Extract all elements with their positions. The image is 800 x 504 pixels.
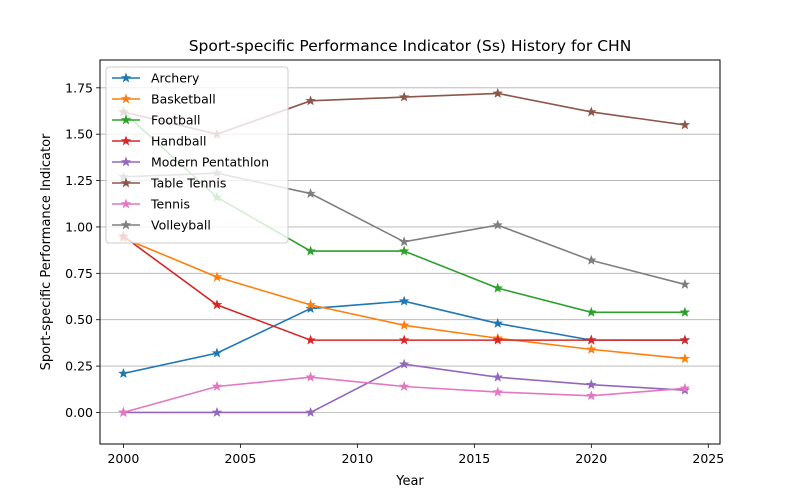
series-handball (118, 230, 691, 345)
x-tick-label: 2000 (107, 451, 139, 466)
data-point (211, 407, 223, 417)
data-point (398, 334, 410, 345)
legend-item: Basketball (112, 92, 216, 107)
legend-marker (120, 177, 132, 188)
data-point (586, 390, 597, 401)
y-tick-label: 1.25 (65, 173, 93, 188)
y-axis-label: Sport-specific Performance Indicator (39, 133, 54, 370)
data-point (398, 381, 410, 391)
data-point (679, 306, 691, 317)
data-point (211, 381, 223, 391)
data-point (679, 279, 691, 289)
data-point (305, 299, 316, 310)
data-point (398, 358, 410, 369)
data-point (305, 334, 316, 345)
legend-label: Volleyball (151, 218, 211, 233)
data-point (305, 303, 316, 313)
data-point (305, 371, 316, 382)
x-tick-label: 2020 (575, 451, 607, 466)
data-point (586, 334, 597, 345)
x-tick-label: 2005 (224, 451, 256, 466)
data-point (586, 379, 597, 390)
legend-marker (120, 114, 132, 125)
data-point (492, 317, 503, 328)
data-point (586, 343, 597, 354)
y-tick-label: 1.00 (65, 219, 93, 234)
legend-label: Modern Pentathlon (151, 155, 269, 170)
plot-frame (99, 59, 721, 445)
data-point (305, 95, 316, 106)
data-point (492, 282, 503, 293)
legend-item: Table Tennis (112, 176, 226, 191)
legend-item: Football (112, 113, 200, 128)
legend: Archery Basketball Football Handball Modern … (105, 66, 289, 244)
data-point (398, 236, 410, 247)
data-point (398, 319, 410, 330)
legend-frame (105, 66, 289, 244)
legend-marker (120, 135, 132, 146)
x-tick-label: 2015 (458, 451, 490, 466)
data-point (398, 91, 410, 102)
data-point (492, 334, 503, 345)
legend-label: Tennis (150, 197, 190, 212)
legend-label: Handball (151, 134, 206, 149)
data-point (398, 245, 410, 256)
x-tick-label: 2010 (341, 451, 373, 466)
legend-item: Tennis (112, 197, 190, 212)
legend-item: Archery (112, 71, 200, 86)
series-tennis (118, 371, 691, 417)
y-tick-label: 0.25 (65, 359, 93, 374)
data-point (211, 347, 223, 358)
y-tick-label: 1.75 (65, 80, 93, 95)
data-point (118, 407, 129, 417)
data-point (586, 254, 597, 265)
x-axis-label: Year (395, 474, 424, 489)
legend-label: Table Tennis (150, 176, 226, 191)
legend-marker (120, 93, 132, 104)
y-tick-label: 0.00 (65, 405, 93, 420)
chart-title: Sport-specific Performance Indicator (Ss… (189, 37, 632, 55)
data-point (492, 219, 503, 230)
legend-item: Modern Pentathlon (112, 155, 269, 170)
data-point (679, 334, 691, 345)
y-tick-label: 0.50 (65, 312, 93, 327)
ticks-layer: 0.00 0.25 0.50 0.75 1.00 1.25 1.50 1.75 2000 2005… (65, 80, 724, 466)
data-point (305, 407, 316, 417)
data-point (118, 368, 129, 378)
legend-marker (120, 72, 132, 83)
legend-label: Basketball (151, 92, 216, 107)
data-point (305, 188, 316, 198)
data-point (679, 353, 691, 364)
data-point (492, 87, 503, 98)
y-tick-label: 0.75 (65, 266, 93, 281)
data-point (492, 386, 503, 397)
data-point (586, 306, 597, 317)
legend-label: Archery (151, 71, 200, 86)
legend-marker (120, 219, 132, 230)
data-point (492, 371, 503, 382)
legend-item: Handball (112, 134, 206, 149)
legend-marker (120, 156, 132, 167)
data-point (211, 299, 223, 310)
data-point (586, 106, 597, 117)
data-point (679, 382, 691, 393)
data-point (398, 295, 410, 306)
legend-item: Volleyball (112, 218, 211, 233)
data-point (211, 271, 223, 282)
legend-marker (120, 198, 132, 209)
x-tick-label: 2025 (692, 451, 724, 466)
legend-label: Football (151, 113, 200, 128)
data-point (679, 119, 691, 130)
y-tick-label: 1.50 (65, 127, 93, 142)
data-point (305, 245, 316, 256)
